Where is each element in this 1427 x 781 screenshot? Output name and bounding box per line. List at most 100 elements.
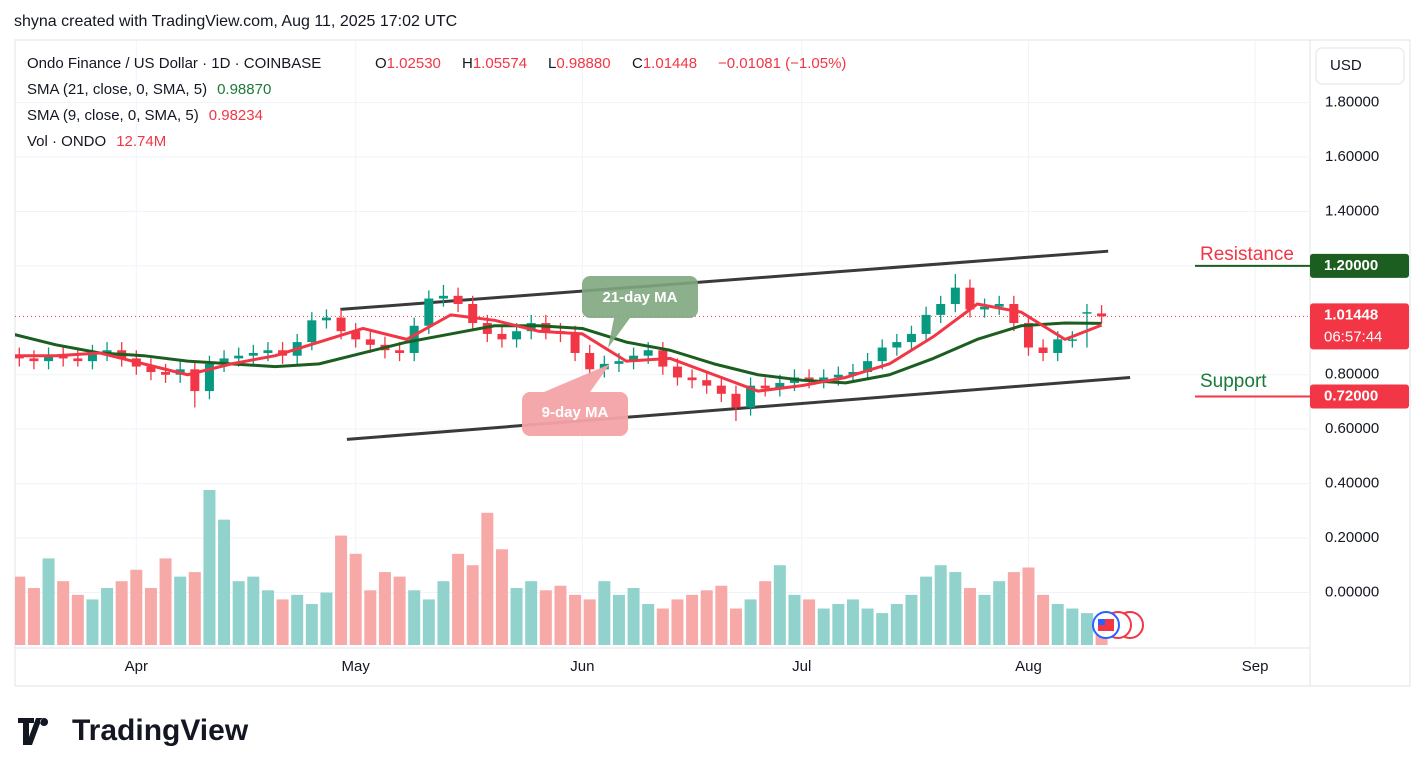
- volume-bar: [905, 594, 918, 645]
- support-box: [1310, 384, 1409, 409]
- candle-body: [146, 366, 156, 373]
- volume-bar: [612, 594, 625, 645]
- volume-bar: [861, 608, 874, 645]
- trendline: [346, 375, 1131, 441]
- volume-bar: [408, 590, 421, 645]
- candle-body: [980, 306, 990, 310]
- candle-body: [248, 352, 258, 356]
- candle-body: [29, 358, 39, 362]
- volume-bar: [920, 576, 933, 645]
- candle-body: [965, 287, 975, 310]
- volume-bar: [510, 588, 523, 645]
- candle-body: [950, 287, 960, 304]
- callout-text: 21-day MA: [602, 289, 677, 306]
- volume-bar: [1066, 608, 1079, 645]
- volume-bar: [539, 590, 552, 645]
- frame: [14, 39, 1411, 687]
- candle-body: [1067, 339, 1077, 341]
- volume-bar: [700, 590, 713, 645]
- candle-body: [936, 303, 946, 315]
- candle-body: [906, 333, 916, 343]
- candle-body: [44, 355, 54, 362]
- candle-body: [892, 342, 902, 348]
- volume-bar: [291, 594, 304, 645]
- x-tick-label: Apr: [125, 658, 148, 675]
- symbol: Ondo Finance / US Dollar · 1D · COINBASE: [27, 55, 321, 72]
- candle-body: [848, 372, 858, 375]
- candle-body: [687, 377, 697, 381]
- sma9: 0.98234: [209, 107, 263, 124]
- ma-line: [15, 302, 1103, 393]
- volume-bar: [101, 588, 114, 645]
- candle-body: [204, 363, 214, 392]
- callout: 21-day MA: [582, 276, 698, 348]
- candle-body: [863, 361, 873, 373]
- volume-bar: [598, 581, 611, 645]
- candle-body: [512, 331, 522, 340]
- volume-bar: [320, 592, 333, 645]
- volume-bar: [218, 519, 231, 645]
- candle-body: [234, 355, 244, 359]
- candle-body: [585, 352, 595, 370]
- volume-bar: [1022, 567, 1035, 645]
- volume-bar: [715, 585, 728, 645]
- y-tick-label: 1.80000: [1325, 94, 1379, 111]
- overlay: 0.00000 0.20000 0.40000 0.60000 0.80000 1.200…: [125, 94, 1409, 675]
- candle-body: [877, 347, 887, 362]
- l-label: L: [548, 55, 556, 72]
- candle-body: [219, 358, 229, 364]
- volume-bar: [247, 576, 260, 645]
- candle-body: [263, 350, 273, 353]
- volume-bar: [569, 594, 582, 645]
- o-label: O: [375, 55, 387, 72]
- callout-text: 9-day MA: [542, 404, 609, 421]
- volume-bar: [934, 565, 947, 645]
- volume-bar: [115, 581, 128, 645]
- volume-bar: [583, 599, 596, 645]
- y-tick-label: 0.20000: [1325, 529, 1379, 546]
- volume-bar: [276, 599, 289, 645]
- volume-bar: [656, 608, 669, 645]
- candle-body: [672, 366, 682, 378]
- volume-bar: [1080, 613, 1093, 645]
- volume-bar: [495, 549, 508, 645]
- candle-body: [1082, 312, 1092, 314]
- o: 1.02530: [387, 55, 441, 72]
- candle-body: [746, 385, 756, 408]
- c-label: C: [632, 55, 643, 72]
- candle-body: [190, 369, 200, 392]
- volume-bar: [393, 576, 406, 645]
- volume-bar: [437, 581, 450, 645]
- x-tick-label: Aug: [1015, 658, 1042, 675]
- sma21: 0.98870: [217, 81, 271, 98]
- volume-bar: [378, 572, 391, 645]
- brand: TradingView: [72, 714, 249, 747]
- volume-bar: [627, 588, 640, 645]
- candle-body: [365, 339, 375, 345]
- ma-line: [15, 321, 1102, 385]
- volume-bar: [876, 613, 889, 645]
- candle-body: [87, 352, 97, 362]
- volume-bar: [130, 569, 143, 645]
- y-tick-label: 1.40000: [1325, 202, 1379, 219]
- candle-body: [161, 372, 171, 375]
- candle-body: [424, 298, 434, 326]
- currency[interactable]: USD: [1330, 57, 1362, 74]
- currency-button[interactable]: [1315, 47, 1405, 85]
- countdown: 06:57:44: [1324, 328, 1382, 345]
- candle-body: [497, 333, 507, 340]
- volume-bar: [86, 599, 99, 645]
- candle-body: [570, 333, 580, 353]
- volume-bar: [1051, 603, 1064, 645]
- volume-bar: [729, 608, 742, 645]
- candle-body: [819, 377, 829, 381]
- volume-bar: [349, 553, 362, 645]
- trendline: [340, 249, 1109, 311]
- candle-body: [614, 361, 624, 364]
- x-tick-label: Jul: [792, 658, 811, 675]
- volume-bar: [832, 603, 845, 645]
- candle-body: [468, 303, 478, 324]
- volume-bar: [466, 565, 479, 645]
- legend-row: Ondo Finance / US Dollar · 1D · COINBASE…: [27, 55, 846, 72]
- support-text: Support: [1200, 371, 1267, 392]
